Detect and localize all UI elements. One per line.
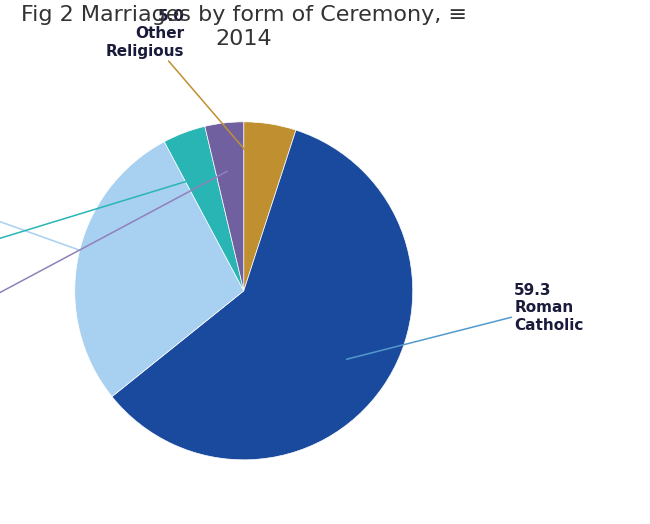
Text: 28.0
Civil
Marriages: 28.0 Civil Marriages: [0, 173, 122, 266]
Text: 4.1
Humanist
Association: 4.1 Humanist Association: [0, 178, 198, 285]
Text: 3.7
Spiritualist
Union: 3.7 Spiritualist Union: [0, 171, 227, 346]
Wedge shape: [164, 126, 244, 291]
Wedge shape: [205, 122, 244, 291]
Title: Fig 2 Marriages by form of Ceremony, ≡
2014: Fig 2 Marriages by form of Ceremony, ≡ 2…: [21, 5, 467, 49]
Wedge shape: [244, 122, 296, 291]
Text: 5.0
Other
Religious: 5.0 Other Religious: [106, 9, 261, 169]
Wedge shape: [112, 130, 413, 460]
Text: 59.3
Roman
Catholic: 59.3 Roman Catholic: [346, 283, 584, 359]
Wedge shape: [75, 141, 244, 397]
